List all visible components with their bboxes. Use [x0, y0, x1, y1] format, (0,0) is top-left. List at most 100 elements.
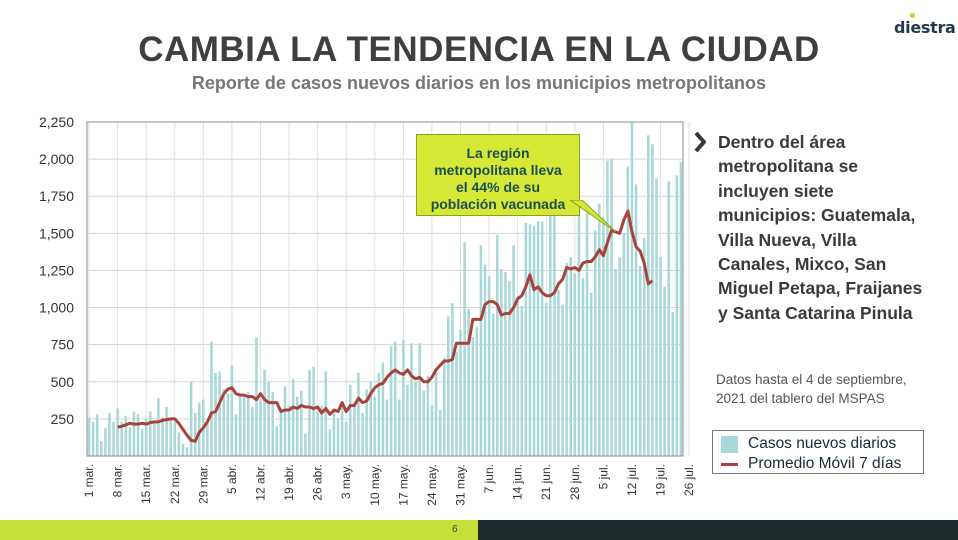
bar	[320, 405, 323, 456]
x-tick-label: 15 mar.	[139, 464, 153, 504]
x-tick-label: 26 abr.	[311, 464, 325, 501]
bar	[483, 264, 487, 456]
bar	[508, 280, 511, 456]
bar	[544, 303, 548, 456]
data-source-note: Datos hasta el 4 de septiembre, 2021 del…	[716, 372, 907, 406]
logo-wordmark: diestra	[894, 18, 956, 37]
bar	[108, 412, 111, 456]
x-tick-label: 12 jul.	[625, 464, 639, 496]
bar	[116, 408, 119, 456]
x-tick-label: 14 jun.	[511, 464, 525, 500]
callout-pointer-shape	[569, 200, 617, 233]
bar	[91, 421, 95, 456]
bar	[214, 372, 217, 456]
bar	[283, 386, 287, 456]
bar	[189, 381, 193, 456]
logo-dot	[910, 13, 915, 18]
bar	[361, 412, 364, 456]
x-tick-label: 19 jul.	[654, 464, 668, 496]
bar	[655, 178, 658, 457]
y-tick-label: 1,250	[39, 262, 74, 278]
bar	[104, 427, 107, 456]
bar	[573, 273, 577, 456]
bar	[344, 421, 348, 456]
bar	[402, 340, 405, 456]
bar	[87, 417, 91, 456]
y-tick-label: 500	[51, 374, 75, 390]
bar	[181, 444, 185, 456]
bar	[393, 341, 397, 456]
x-tick-label: 10 may.	[368, 464, 382, 506]
bar	[218, 371, 221, 456]
y-tick-label: 250	[51, 411, 75, 427]
y-tick-label: 1,500	[39, 225, 74, 241]
diestra-logo: diestra	[890, 10, 956, 42]
bar	[479, 245, 483, 456]
bar	[222, 389, 226, 456]
bar	[336, 418, 340, 456]
callout-line-2: metropolitana lleva	[434, 162, 562, 178]
bar	[157, 398, 160, 456]
footer-dark-bar	[478, 520, 958, 540]
bar	[426, 375, 430, 456]
bar	[136, 414, 140, 456]
bar	[581, 277, 585, 456]
bar	[561, 304, 564, 456]
bar	[598, 203, 601, 456]
bar	[585, 212, 589, 456]
bar	[528, 224, 532, 456]
bar	[263, 369, 266, 456]
bar	[487, 276, 491, 456]
bar	[165, 407, 168, 456]
bar	[100, 441, 103, 456]
bar	[389, 346, 393, 456]
bar	[675, 175, 679, 456]
bar	[593, 230, 597, 456]
bar	[471, 337, 475, 456]
x-tick-label: 26 jul.	[682, 464, 696, 496]
callout-line-4: población vacunada	[430, 196, 566, 212]
bar	[238, 396, 242, 456]
bar	[328, 429, 332, 456]
bar	[124, 415, 128, 456]
bar	[251, 407, 254, 456]
callout-pointer	[569, 200, 617, 233]
bar	[140, 429, 144, 456]
bar	[577, 206, 581, 456]
page-number: 6	[452, 524, 458, 535]
bar	[410, 343, 413, 456]
bar	[210, 341, 213, 456]
bar	[549, 209, 552, 456]
bar	[369, 381, 372, 456]
chevron-right-icon	[694, 131, 706, 153]
bar	[516, 301, 519, 456]
y-axis-ticks: 250 500 750 1,000 1,250 1,500 1,750 2,000 2,250	[39, 114, 74, 427]
bar	[418, 343, 421, 456]
bar	[271, 392, 275, 456]
bar	[300, 390, 303, 456]
bar	[614, 268, 617, 456]
bar	[255, 337, 258, 456]
bar	[332, 411, 336, 456]
bar	[230, 365, 234, 456]
bar	[414, 381, 417, 456]
bar	[618, 257, 621, 456]
cases-chart: 2505007501,0001,2501,5001,7502,0002,250 …	[39, 114, 696, 506]
x-tick-label: 24 may.	[425, 464, 439, 506]
bar	[365, 389, 368, 456]
legend-bar-swatch	[721, 435, 738, 453]
bar	[120, 421, 123, 456]
bar	[512, 245, 515, 456]
bar	[406, 384, 409, 456]
bar	[463, 242, 466, 456]
x-tick-label: 5 jul.	[596, 464, 610, 489]
bar	[659, 257, 662, 456]
bar	[495, 234, 499, 456]
bar	[385, 399, 389, 456]
bar	[569, 257, 573, 456]
bar	[651, 144, 654, 456]
page-title: CAMBIA LA TENDENCIA EN LA CIUDAD	[138, 30, 820, 69]
bar	[173, 421, 177, 456]
bar	[234, 414, 238, 456]
bar	[324, 371, 328, 456]
